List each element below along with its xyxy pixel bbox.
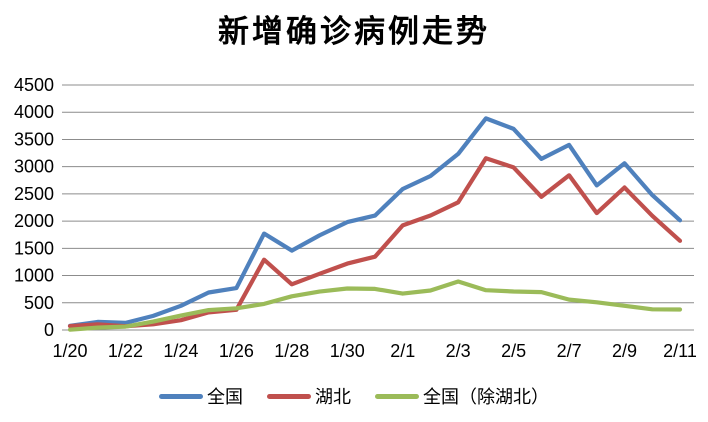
- y-axis-tick-label: 1000: [14, 266, 54, 286]
- y-axis-tick-label: 3000: [14, 157, 54, 177]
- legend-label-national-excl-hubei: 全国（除湖北）: [423, 387, 549, 407]
- legend-swatch-national: [159, 393, 203, 399]
- y-axis-tick-label: 3500: [14, 129, 54, 149]
- x-axis-tick-label: 1/24: [163, 341, 198, 361]
- x-axis-tick-label: 1/22: [108, 341, 143, 361]
- x-axis-tick-label: 1/30: [330, 341, 365, 361]
- series-line-national-excl-hubei: [67, 279, 683, 332]
- legend-swatch-hubei: [267, 393, 311, 399]
- x-axis-tick-label: 1/26: [219, 341, 254, 361]
- legend-item-hubei: 湖北: [267, 383, 351, 409]
- legend-item-national: 全国: [159, 383, 243, 409]
- series-line-hubei: [67, 156, 683, 329]
- chart-legend: 全国 湖北 全国（除湖北）: [0, 383, 708, 409]
- legend-item-national-excl-hubei: 全国（除湖北）: [375, 383, 549, 409]
- x-axis-tick-label: 2/11: [663, 341, 697, 361]
- x-axis-tick-label: 1/28: [274, 341, 309, 361]
- x-axis-tick-label: 2/1: [390, 341, 415, 361]
- y-axis-tick-label: 4000: [14, 102, 54, 122]
- x-axis-tick-label: 2/9: [612, 341, 637, 361]
- x-axis-tick-label: 2/5: [501, 341, 526, 361]
- series-line-national: [67, 116, 683, 328]
- y-axis-tick-label: 2500: [14, 184, 54, 204]
- x-axis-tick-label: 1/20: [52, 341, 87, 361]
- chart-title: 新增确诊病例走势: [218, 14, 490, 49]
- legend-label-hubei: 湖北: [315, 387, 351, 407]
- y-axis-tick-label: 500: [24, 293, 54, 313]
- x-axis-tick-label: 2/7: [557, 341, 582, 361]
- y-axis-tick-label: 0: [44, 320, 54, 340]
- legend-label-national: 全国: [207, 387, 243, 407]
- legend-swatch-national-excl-hubei: [375, 393, 419, 399]
- y-axis-tick-label: 2000: [14, 211, 54, 231]
- y-axis-tick-label: 4500: [14, 75, 54, 95]
- y-axis-tick-label: 1500: [14, 238, 54, 258]
- x-axis-tick-label: 2/3: [446, 341, 471, 361]
